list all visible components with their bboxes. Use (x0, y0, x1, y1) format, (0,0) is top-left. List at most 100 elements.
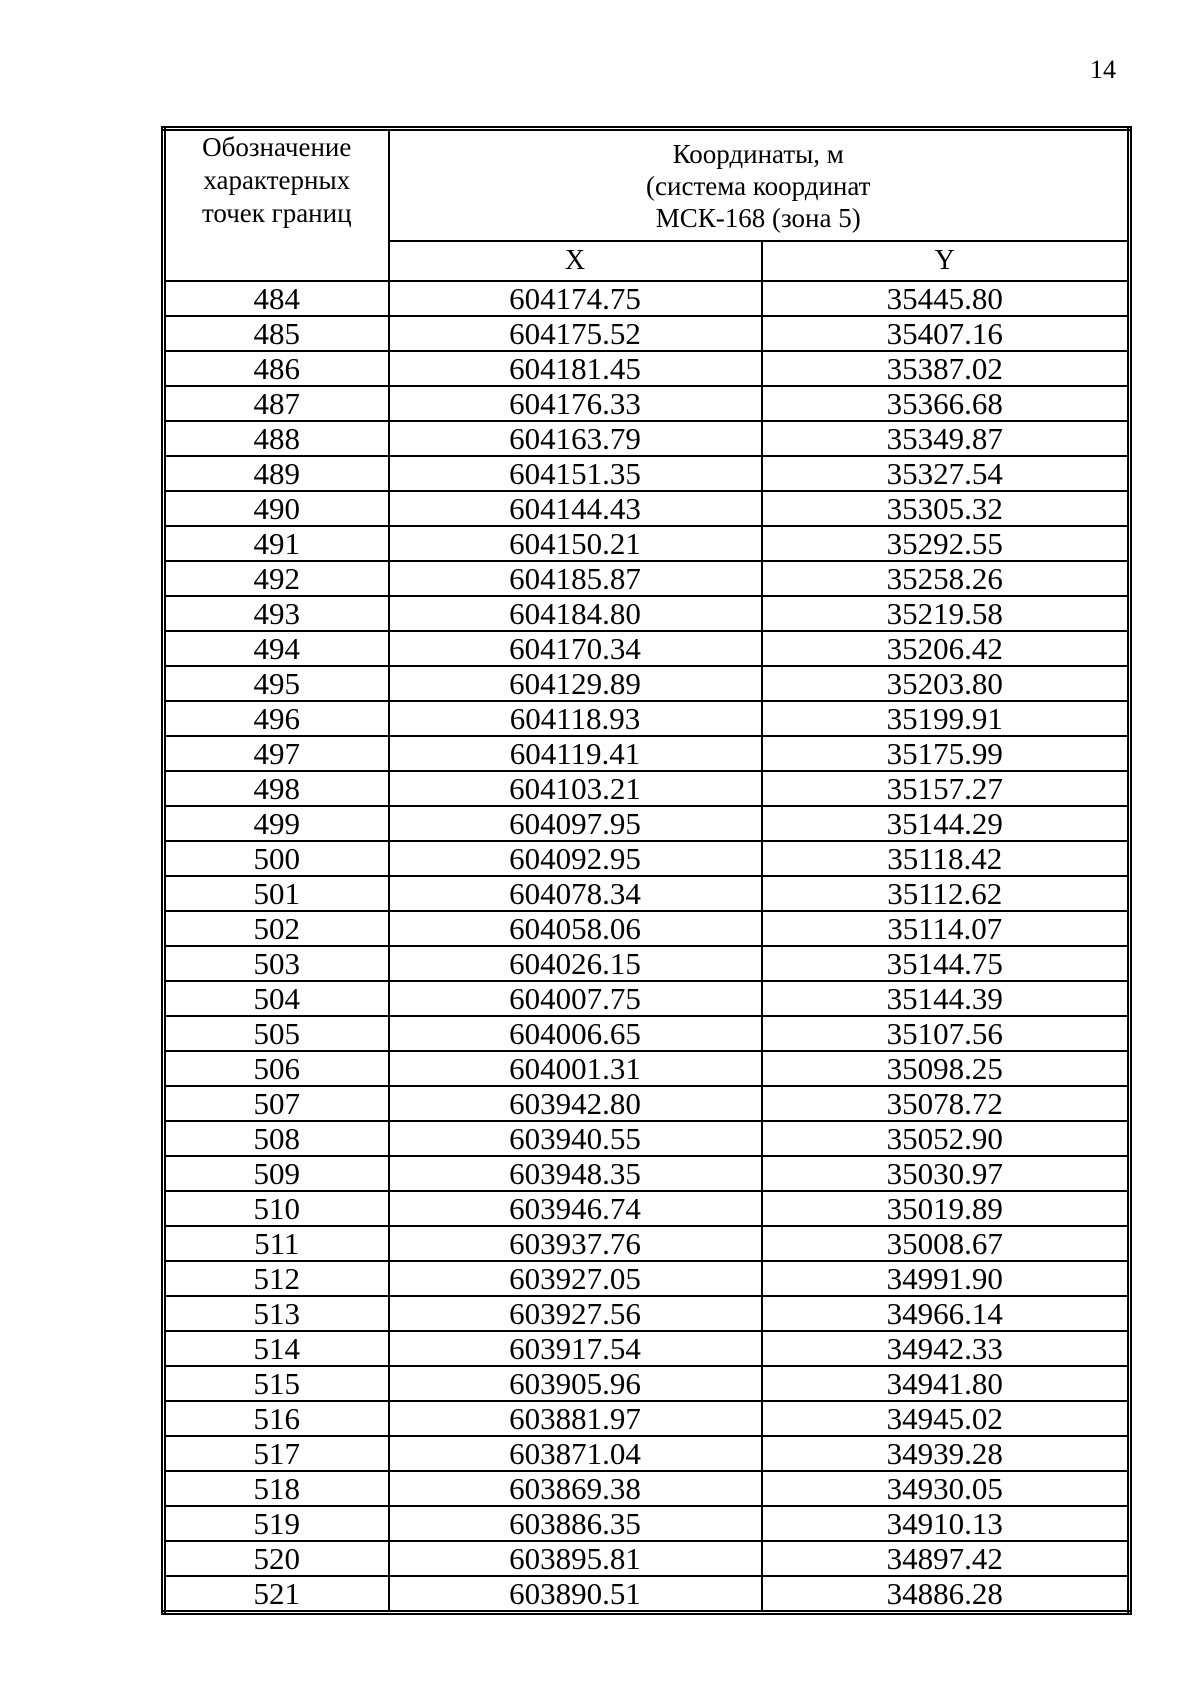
table-row: 510 603946.74 35019.89 (162, 1190, 1131, 1227)
y-coordinate-cell: 34941.80 (760, 1365, 1131, 1402)
y-coordinate-cell: 35219.58 (760, 595, 1131, 632)
point-number-cell: 509 (162, 1155, 390, 1192)
y-coordinate-cell: 35258.26 (760, 560, 1131, 597)
x-coordinate-cell: 603881.97 (387, 1400, 763, 1437)
y-coordinate-cell: 35019.89 (760, 1190, 1131, 1227)
table-row: 493 604184.80 35219.58 (162, 595, 1131, 632)
y-coordinate-cell: 35445.80 (760, 280, 1131, 317)
table-row: 509 603948.35 35030.97 (162, 1155, 1131, 1192)
point-number-cell: 495 (162, 665, 390, 702)
point-number-cell: 503 (162, 945, 390, 982)
table-row: 518 603869.38 34930.05 (162, 1470, 1131, 1507)
point-number-cell: 513 (162, 1295, 390, 1332)
x-coordinate-cell: 603940.55 (387, 1120, 763, 1157)
point-number-cell: 499 (162, 805, 390, 842)
point-number-cell: 516 (162, 1400, 390, 1437)
y-coordinate-cell: 35203.80 (760, 665, 1131, 702)
table-row: 499 604097.95 35144.29 (162, 805, 1131, 842)
table-row: 514 603917.54 34942.33 (162, 1330, 1131, 1367)
table-row: 511 603937.76 35008.67 (162, 1225, 1131, 1262)
header-point-designation-line3: точек границ (201, 198, 352, 228)
y-coordinate-cell: 35305.32 (760, 490, 1131, 527)
table-row: 507 603942.80 35078.72 (162, 1085, 1131, 1122)
point-number-cell: 500 (162, 840, 390, 877)
y-coordinate-cell: 34910.13 (760, 1505, 1131, 1542)
x-coordinate-cell: 604175.52 (387, 315, 763, 352)
x-coordinate-cell: 603869.38 (387, 1470, 763, 1507)
point-number-cell: 498 (162, 770, 390, 807)
x-coordinate-cell: 604092.95 (387, 840, 763, 877)
table-row: 497 604119.41 35175.99 (162, 735, 1131, 772)
header-coordinates-title: Координаты, м (система координат МСК-168… (387, 127, 1131, 242)
y-coordinate-cell: 35175.99 (760, 735, 1131, 772)
y-coordinate-cell: 34991.90 (760, 1260, 1131, 1297)
point-number-cell: 490 (162, 490, 390, 527)
table-row: 505 604006.65 35107.56 (162, 1015, 1131, 1052)
point-number-cell: 508 (162, 1120, 390, 1157)
y-coordinate-cell: 34886.28 (760, 1575, 1131, 1614)
table-row: 515 603905.96 34941.80 (162, 1365, 1131, 1402)
x-coordinate-cell: 603886.35 (387, 1505, 763, 1542)
point-number-cell: 507 (162, 1085, 390, 1122)
x-coordinate-cell: 604058.06 (387, 910, 763, 947)
x-coordinate-cell: 603937.76 (387, 1225, 763, 1262)
table-row: 503 604026.15 35144.75 (162, 945, 1131, 982)
table-row: 513 603927.56 34966.14 (162, 1295, 1131, 1332)
page-number: 14 (1090, 55, 1116, 84)
table-row: 489 604151.35 35327.54 (162, 455, 1131, 492)
y-coordinate-cell: 35118.42 (760, 840, 1131, 877)
table-body: 484 604174.75 35445.80 485 604175.52 35407.16… (162, 280, 1131, 1614)
table-row: 486 604181.45 35387.02 (162, 350, 1131, 387)
point-number-cell: 487 (162, 385, 390, 422)
y-coordinate-cell: 35078.72 (760, 1085, 1131, 1122)
table-row: 502 604058.06 35114.07 (162, 910, 1131, 947)
x-coordinate-cell: 604144.43 (387, 490, 763, 527)
table-row: 506 604001.31 35098.25 (162, 1050, 1131, 1087)
x-coordinate-cell: 603927.05 (387, 1260, 763, 1297)
point-number-cell: 494 (162, 630, 390, 667)
point-number-cell: 520 (162, 1540, 390, 1577)
point-number-cell: 496 (162, 700, 390, 737)
point-number-cell: 519 (162, 1505, 390, 1542)
x-coordinate-cell: 604097.95 (387, 805, 763, 842)
table-row: 492 604185.87 35258.26 (162, 560, 1131, 597)
point-number-cell: 489 (162, 455, 390, 492)
x-coordinate-cell: 603871.04 (387, 1435, 763, 1472)
x-coordinate-cell: 603942.80 (387, 1085, 763, 1122)
table-row: 500 604092.95 35118.42 (162, 840, 1131, 877)
x-coordinate-cell: 603895.81 (387, 1540, 763, 1577)
point-number-cell: 504 (162, 980, 390, 1017)
point-number-cell: 486 (162, 350, 390, 387)
x-coordinate-cell: 604119.41 (387, 735, 763, 772)
x-coordinate-cell: 603946.74 (387, 1190, 763, 1227)
header-point-designation-line1: Обозначение (202, 132, 352, 162)
x-coordinate-cell: 604181.45 (387, 350, 763, 387)
point-number-cell: 510 (162, 1190, 390, 1227)
table-row: 485 604175.52 35407.16 (162, 315, 1131, 352)
y-coordinate-cell: 35292.55 (760, 525, 1131, 562)
header-point-designation: Обозначение характерных точек границ (162, 127, 390, 282)
table-row: 508 603940.55 35052.90 (162, 1120, 1131, 1157)
x-coordinate-cell: 604118.93 (387, 700, 763, 737)
x-coordinate-cell: 604185.87 (387, 560, 763, 597)
table-row: 498 604103.21 35157.27 (162, 770, 1131, 807)
y-coordinate-cell: 34939.28 (760, 1435, 1131, 1472)
point-number-cell: 491 (162, 525, 390, 562)
y-coordinate-cell: 35327.54 (760, 455, 1131, 492)
point-number-cell: 505 (162, 1015, 390, 1052)
x-coordinate-cell: 604026.15 (387, 945, 763, 982)
x-coordinate-cell: 604129.89 (387, 665, 763, 702)
point-number-cell: 518 (162, 1470, 390, 1507)
point-number-cell: 502 (162, 910, 390, 947)
y-coordinate-cell: 35107.56 (760, 1015, 1131, 1052)
y-coordinate-cell: 35144.39 (760, 980, 1131, 1017)
point-number-cell: 493 (162, 595, 390, 632)
table-row: 504 604007.75 35144.39 (162, 980, 1131, 1017)
x-coordinate-cell: 604150.21 (387, 525, 763, 562)
y-coordinate-cell: 35349.87 (760, 420, 1131, 457)
point-number-cell: 506 (162, 1050, 390, 1087)
coordinates-table: Обозначение характерных точек границ Коо… (161, 126, 1132, 1615)
x-coordinate-cell: 603917.54 (387, 1330, 763, 1367)
table-row: 520 603895.81 34897.42 (162, 1540, 1131, 1577)
y-coordinate-cell: 35144.29 (760, 805, 1131, 842)
